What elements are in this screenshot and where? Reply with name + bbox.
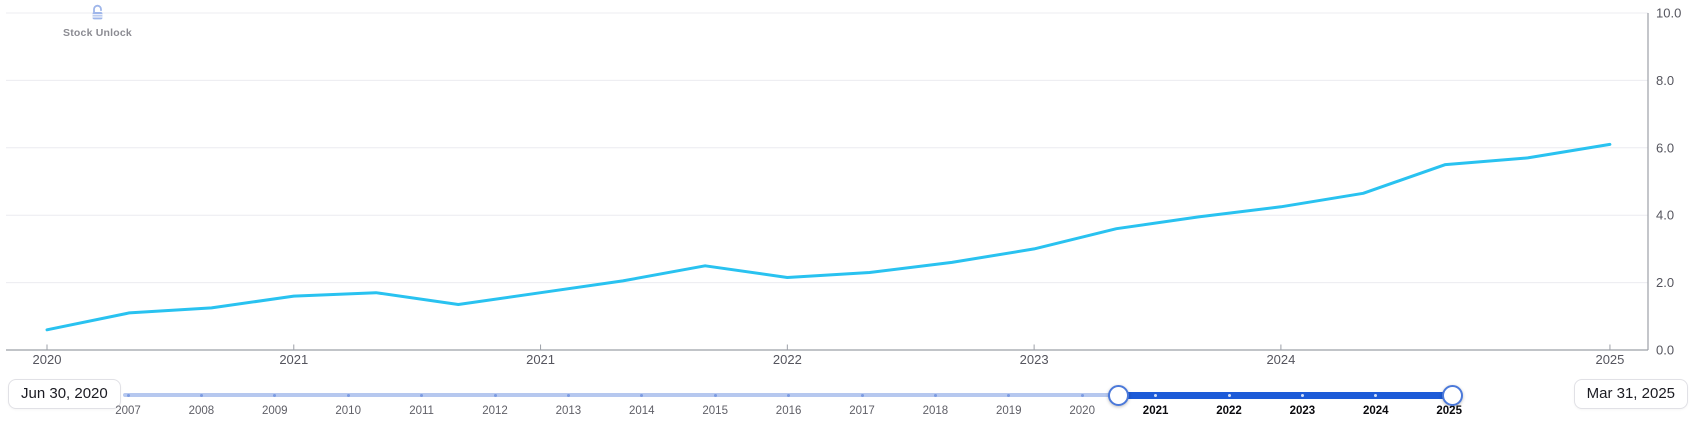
slider-handle-start[interactable] [1108,384,1130,406]
slider-year-dot [566,393,570,397]
slider-year-dot [126,393,130,397]
x-tick-label: 2021 [279,352,308,367]
slider-year-dot [713,393,717,397]
slider-year-dot [640,393,644,397]
slider-year-label: 2020 [1069,405,1095,417]
slider-year-dot [1080,393,1084,397]
slider-year-label: 2025 [1436,405,1462,417]
x-tick-label: 2022 [773,352,802,367]
slider-year-label: 2017 [849,405,875,417]
slider-year-dot [1007,393,1011,397]
y-tick-label: 10.0 [1656,6,1681,21]
slider-year-label: 2019 [996,405,1022,417]
x-tick-label: 2020 [33,352,62,367]
slider-year-label: 2018 [922,405,949,417]
start-date-badge[interactable]: Jun 30, 2020 [8,379,121,409]
slider-handle-end[interactable] [1441,384,1463,406]
slider-year-dot [787,393,791,397]
y-tick-label: 2.0 [1656,275,1674,290]
slider-year-label: 2013 [555,405,582,417]
slider-year-label: 2014 [629,405,655,417]
date-range-slider: Jun 30, 2020 2007 2008 2009 2010 2011 2012 201… [0,372,1692,431]
price-line [45,142,1612,332]
slider-year-label: 2008 [188,405,215,417]
slider-year-dot [860,393,864,397]
slider-year-label: 2010 [335,405,361,417]
slider-year-dot [1374,393,1378,397]
slider-year-label: 2021 [1142,405,1169,417]
slider-year-dot [199,393,203,397]
slider-year-dot [933,393,937,397]
x-tick-label: 2023 [1020,352,1049,367]
slider-year-label: 2022 [1216,405,1242,417]
slider-year-label: 2023 [1289,405,1316,417]
x-tick-label: 2021 [526,352,555,367]
end-date-badge[interactable]: Mar 31, 2025 [1573,379,1688,409]
y-tick-label: 0.0 [1656,343,1674,358]
y-tick-label: 8.0 [1656,73,1674,88]
slider-year-dot [346,393,350,397]
slider-year-dot [1154,393,1158,397]
slider-year-dot [1227,393,1231,397]
y-tick-label: 4.0 [1656,208,1674,223]
slider-year-dot [273,393,277,397]
slider-year-label: 2024 [1363,405,1389,417]
slider-year-dot [1300,393,1304,397]
slider-active-range[interactable] [1118,391,1452,399]
slider-year-label: 2016 [775,405,802,417]
slider-year-dot [420,393,424,397]
x-tick-label: 2024 [1266,352,1295,367]
x-tick-label: 2025 [1595,352,1624,367]
slider-year-label: 2012 [482,405,508,417]
slider-year-label: 2011 [409,405,434,417]
slider-year-label: 2007 [115,405,141,417]
slider-year-label: 2009 [262,405,288,417]
y-tick-label: 6.0 [1656,140,1674,155]
slider-year-label: 2015 [702,405,728,417]
chart-plot-area[interactable]: 2020 2021 2021 2022 2023 2024 2025 0.0 2.0 4.0 6.0… [0,0,1692,372]
slider-year-dot [493,393,497,397]
stock-chart: Stock Unlock 2020 2021 2021 2022 2023 2024 202… [0,0,1692,372]
